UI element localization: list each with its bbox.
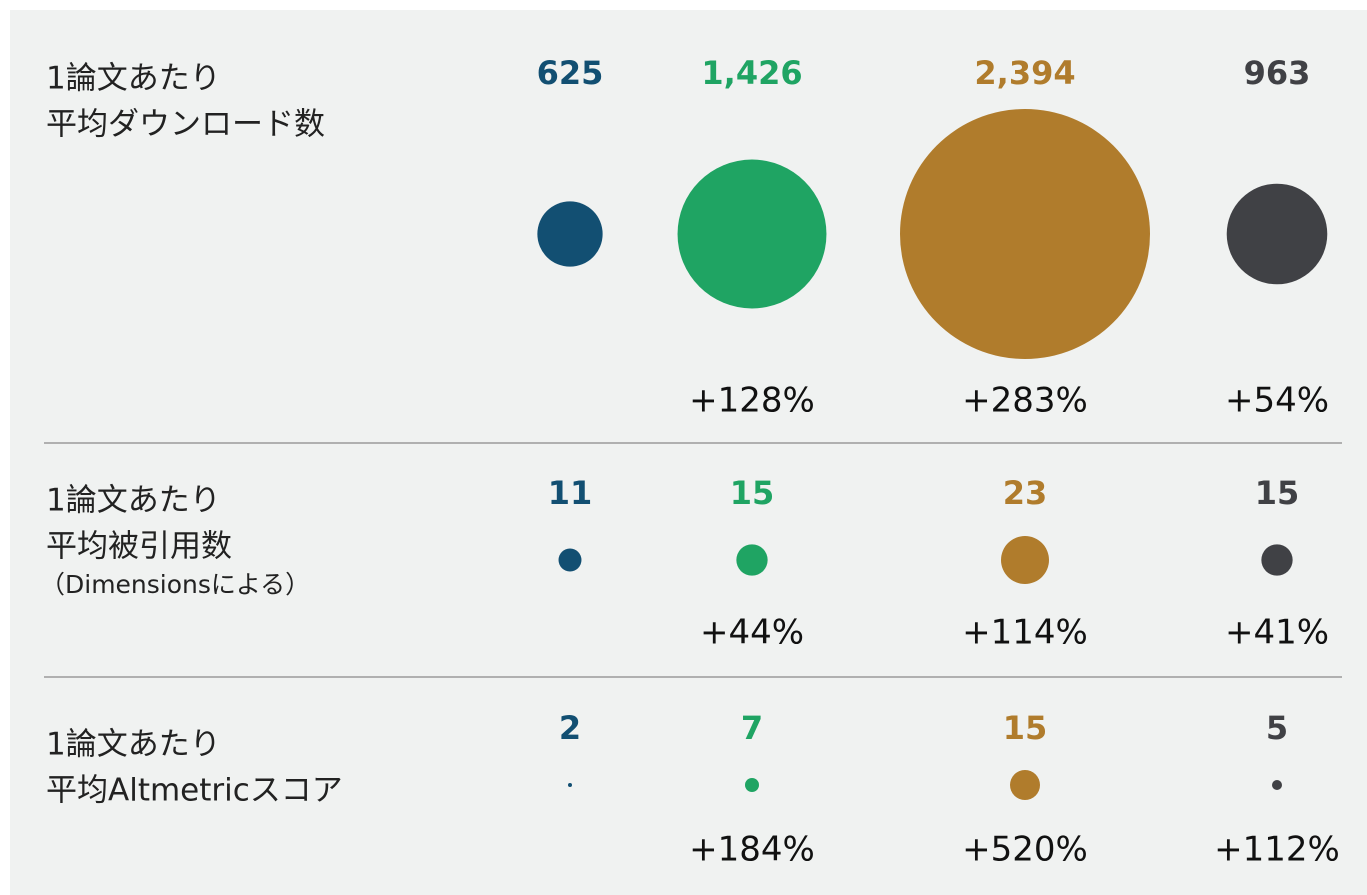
- change-label: +128%: [689, 381, 815, 421]
- value-label: 963: [1244, 54, 1311, 92]
- value-label: 7: [741, 709, 763, 747]
- change-label: +41%: [1225, 613, 1329, 653]
- bubble: [1001, 536, 1049, 584]
- bubble: [537, 201, 603, 267]
- background: [10, 10, 1367, 895]
- change-label: +283%: [962, 381, 1088, 421]
- bubble: [1010, 770, 1040, 800]
- change-label: +114%: [962, 613, 1088, 653]
- bubble: [568, 783, 572, 787]
- bubble: [558, 548, 582, 572]
- bubble: [745, 778, 759, 792]
- row-label: 1論文あたり: [46, 483, 221, 519]
- bubble: [1226, 183, 1328, 285]
- row-label: 1論文あたり: [46, 727, 221, 763]
- value-label: 15: [1003, 709, 1048, 747]
- row-label: 平均ダウンロード数: [46, 107, 325, 143]
- value-label: 15: [1255, 474, 1300, 512]
- row-label: 平均被引用数: [46, 529, 232, 565]
- value-label: 23: [1003, 474, 1048, 512]
- bubble: [677, 159, 827, 309]
- change-label: +520%: [962, 830, 1088, 870]
- bubble: [1261, 544, 1293, 576]
- bubble: [736, 544, 768, 576]
- change-label: +54%: [1225, 381, 1329, 421]
- row-label: 平均Altmetricスコア: [46, 773, 343, 809]
- value-label: 15: [730, 474, 775, 512]
- value-label: 2,394: [974, 54, 1075, 92]
- value-label: 625: [537, 54, 604, 92]
- change-label: +44%: [700, 613, 804, 653]
- value-label: 1,426: [701, 54, 802, 92]
- value-label: 2: [559, 709, 581, 747]
- row-label: 1論文あたり: [46, 61, 221, 97]
- bubble: [1272, 780, 1282, 790]
- bubble: [900, 109, 1150, 359]
- value-label: 11: [548, 474, 593, 512]
- change-label: +112%: [1214, 830, 1340, 870]
- value-label: 5: [1266, 709, 1288, 747]
- row-label: （Dimensionsによる）: [40, 570, 310, 599]
- change-label: +184%: [689, 830, 815, 870]
